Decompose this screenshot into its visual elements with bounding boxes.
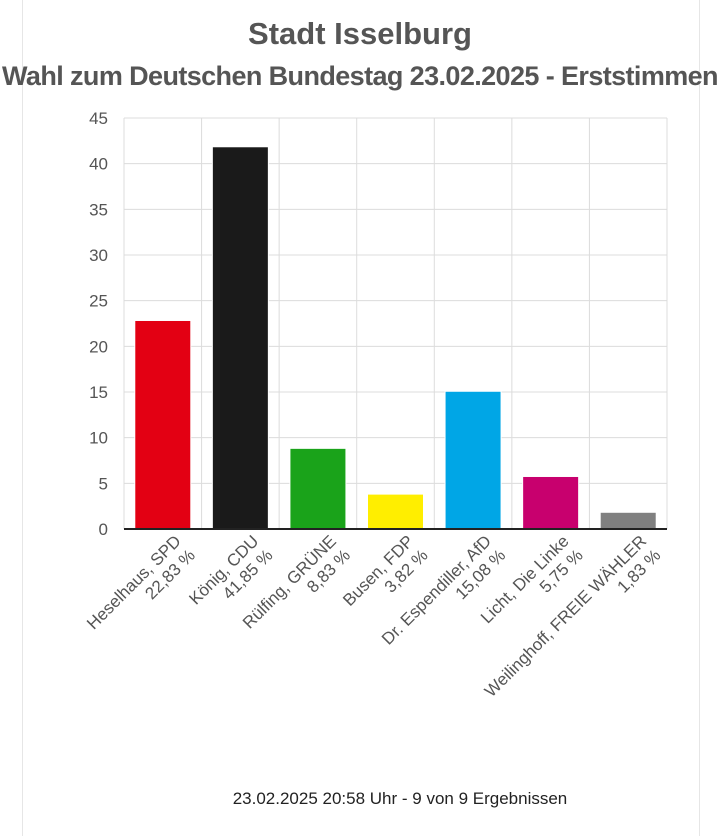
bar xyxy=(444,390,502,530)
y-tick-label: 35 xyxy=(89,200,108,219)
bar xyxy=(134,319,192,530)
bar xyxy=(289,447,347,530)
x-tick-label: Heselhaus, SPD22,83 % xyxy=(83,532,199,648)
y-tick-label: 20 xyxy=(89,337,108,356)
chart-subtitle: Wahl zum Deutschen Bundestag 23.02.2025 … xyxy=(2,61,719,91)
y-tick-label: 45 xyxy=(89,109,108,128)
y-tick-label: 10 xyxy=(89,429,108,448)
bar xyxy=(522,475,580,530)
bar xyxy=(367,493,424,530)
y-tick-label: 0 xyxy=(99,520,108,539)
y-tick-label: 25 xyxy=(89,292,108,311)
chart-title: Stadt Isselburg xyxy=(248,16,472,51)
bar xyxy=(211,146,269,530)
y-tick-label: 40 xyxy=(89,155,108,174)
y-tick-label: 15 xyxy=(89,383,108,402)
bar xyxy=(599,511,657,530)
y-tick-label: 5 xyxy=(99,474,108,493)
y-tick-label: 30 xyxy=(89,246,108,265)
results-footer: 23.02.2025 20:58 Uhr - 9 von 9 Ergebniss… xyxy=(232,789,568,808)
